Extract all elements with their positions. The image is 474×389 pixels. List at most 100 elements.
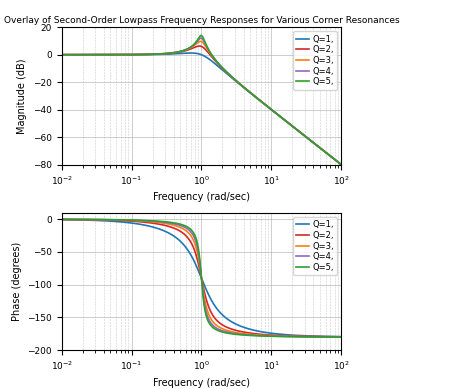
Q=3, [195, 251, 201, 256]
Q=3, [59, 53, 64, 57]
Line: Q=1,: Q=1, [62, 53, 341, 165]
Q=4, [279, 334, 285, 339]
Q=2, [73, 217, 79, 222]
Line: Q=2,: Q=2, [62, 219, 341, 337]
Q=3, [73, 217, 79, 222]
Q=1, [73, 53, 79, 57]
Q=2, [330, 335, 336, 339]
Q=5, [279, 116, 285, 120]
Q=2, [59, 217, 64, 222]
Q=3, [59, 217, 64, 222]
Q=4, [59, 53, 64, 57]
Q=1, [338, 162, 344, 167]
Q=4, [73, 217, 79, 222]
Q=5, [330, 156, 336, 161]
Q=2, [330, 335, 336, 339]
Q=2, [187, 47, 193, 51]
Q=1, [330, 156, 336, 161]
Q=3, [330, 335, 336, 339]
Q=4, [187, 45, 193, 50]
Line: Q=1,: Q=1, [62, 220, 341, 336]
Q=4, [195, 246, 201, 251]
Q=3, [338, 335, 344, 339]
Q=1, [59, 217, 64, 222]
Q=2, [59, 53, 64, 57]
Q=5, [59, 53, 64, 57]
Line: Q=3,: Q=3, [62, 219, 341, 337]
Line: Q=5,: Q=5, [62, 219, 341, 337]
Q=2, [338, 335, 344, 339]
X-axis label: Frequency (rad/sec): Frequency (rad/sec) [153, 378, 250, 388]
Q=4, [330, 335, 336, 339]
Q=5, [338, 335, 344, 339]
Q=4, [330, 156, 336, 161]
X-axis label: Frequency (rad/sec): Frequency (rad/sec) [153, 192, 250, 202]
Q=5, [73, 53, 79, 57]
Q=4, [198, 36, 204, 40]
Q=1, [187, 51, 193, 55]
Q=4, [195, 39, 201, 43]
Q=3, [73, 53, 79, 57]
Q=3, [279, 116, 285, 120]
Q=2, [197, 44, 202, 48]
Q=5, [279, 334, 285, 339]
Q=1, [187, 251, 193, 256]
Q=3, [187, 233, 193, 237]
Q=2, [195, 258, 201, 263]
Q=2, [279, 333, 285, 338]
Q=5, [195, 242, 201, 247]
Q=3, [330, 335, 336, 339]
Q=1, [338, 334, 344, 339]
Legend: Q=1,, Q=2,, Q=3,, Q=4,, Q=5,: Q=1,, Q=2,, Q=3,, Q=4,, Q=5, [293, 217, 337, 275]
Line: Q=4,: Q=4, [62, 219, 341, 337]
Q=5, [198, 33, 204, 38]
Q=4, [73, 53, 79, 57]
Q=3, [195, 40, 201, 45]
Q=2, [195, 44, 201, 49]
Title: Overlay of Second-Order Lowpass Frequency Responses for Various Corner Resonance: Overlay of Second-Order Lowpass Frequenc… [4, 16, 399, 25]
Q=5, [187, 45, 193, 50]
Q=4, [338, 162, 344, 167]
Q=4, [279, 116, 285, 120]
Q=1, [279, 116, 285, 120]
Legend: Q=1,, Q=2,, Q=3,, Q=4,, Q=5,: Q=1,, Q=2,, Q=3,, Q=4,, Q=5, [293, 32, 337, 90]
Q=3, [198, 39, 203, 44]
Q=1, [330, 156, 336, 161]
Q=5, [330, 335, 336, 339]
Q=4, [187, 229, 193, 233]
Q=3, [330, 156, 336, 161]
Q=3, [330, 156, 336, 161]
Q=4, [338, 335, 344, 339]
Line: Q=2,: Q=2, [62, 46, 341, 165]
Q=2, [338, 162, 344, 167]
Q=1, [279, 332, 285, 337]
Q=1, [195, 51, 201, 56]
Line: Q=5,: Q=5, [62, 35, 341, 165]
Y-axis label: Phase (degrees): Phase (degrees) [11, 242, 22, 321]
Q=2, [330, 156, 336, 161]
Q=5, [59, 217, 64, 222]
Q=5, [338, 162, 344, 167]
Q=1, [330, 334, 336, 339]
Q=2, [330, 156, 336, 161]
Q=5, [73, 217, 79, 222]
Q=3, [338, 162, 344, 167]
Q=5, [195, 37, 201, 42]
Q=1, [59, 53, 64, 57]
Q=1, [195, 266, 201, 271]
Q=4, [330, 335, 336, 339]
Line: Q=4,: Q=4, [62, 38, 341, 165]
Q=2, [73, 53, 79, 57]
Q=3, [279, 334, 285, 338]
Q=3, [187, 46, 193, 51]
Q=5, [187, 226, 193, 231]
Q=4, [330, 156, 336, 161]
Q=1, [330, 334, 336, 339]
Q=1, [188, 51, 194, 55]
Q=5, [330, 156, 336, 161]
Line: Q=3,: Q=3, [62, 42, 341, 165]
Q=2, [279, 116, 285, 120]
Q=4, [59, 217, 64, 222]
Q=5, [330, 335, 336, 339]
Y-axis label: Magnitude (dB): Magnitude (dB) [18, 58, 27, 134]
